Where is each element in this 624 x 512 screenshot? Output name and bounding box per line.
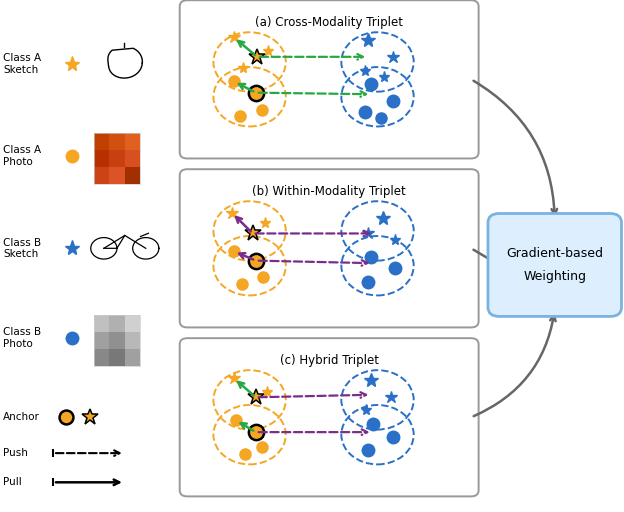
Text: Class B
Photo: Class B Photo: [3, 327, 41, 349]
Bar: [94, 167, 109, 184]
Bar: [109, 332, 125, 349]
FancyBboxPatch shape: [180, 169, 479, 328]
Text: (a) Cross-Modality Triplet: (a) Cross-Modality Triplet: [255, 16, 403, 29]
FancyBboxPatch shape: [180, 0, 479, 159]
Text: Class A
Photo: Class A Photo: [3, 145, 41, 167]
Bar: [109, 150, 125, 167]
Bar: [94, 349, 109, 366]
Text: Class B
Sketch: Class B Sketch: [3, 238, 41, 259]
Bar: [94, 150, 109, 167]
Bar: [125, 332, 140, 349]
Bar: [94, 133, 109, 150]
Text: Class A
Sketch: Class A Sketch: [3, 53, 41, 75]
Text: Pull: Pull: [3, 477, 22, 487]
Bar: [125, 133, 140, 150]
FancyBboxPatch shape: [488, 214, 622, 316]
Text: (b) Within-Modality Triplet: (b) Within-Modality Triplet: [252, 185, 406, 198]
Text: Anchor: Anchor: [3, 412, 40, 422]
Text: Weighting: Weighting: [524, 270, 586, 283]
Bar: [125, 349, 140, 366]
FancyBboxPatch shape: [180, 338, 479, 497]
Bar: [94, 133, 140, 184]
Bar: [109, 167, 125, 184]
Bar: [109, 133, 125, 150]
Bar: [125, 315, 140, 332]
Text: Gradient-based: Gradient-based: [506, 247, 603, 260]
Bar: [125, 150, 140, 167]
Text: Push: Push: [3, 448, 28, 458]
Bar: [94, 315, 109, 332]
Bar: [109, 315, 125, 332]
Bar: [125, 167, 140, 184]
Bar: [94, 332, 109, 349]
Bar: [109, 349, 125, 366]
Bar: [94, 315, 140, 366]
Text: (c) Hybrid Triplet: (c) Hybrid Triplet: [280, 353, 379, 367]
